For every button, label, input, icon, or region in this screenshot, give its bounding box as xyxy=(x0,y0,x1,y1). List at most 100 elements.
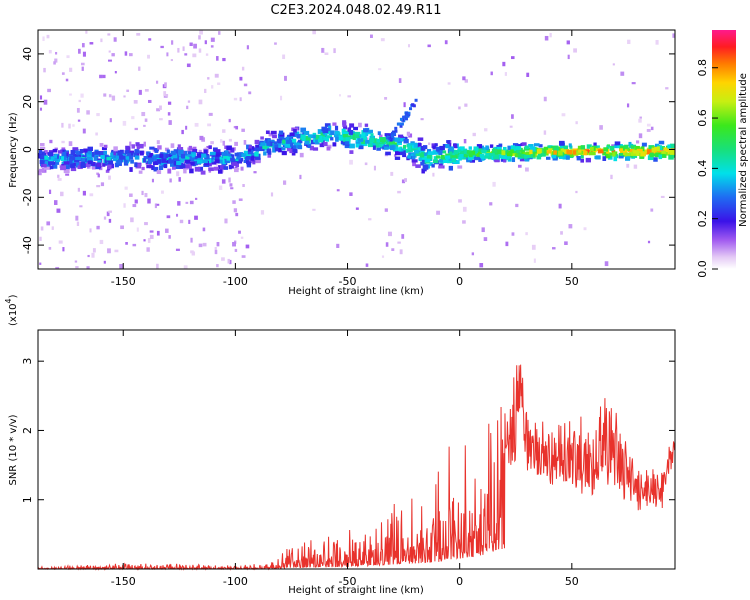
spectrogram-cell xyxy=(602,151,608,156)
spectrogram-cell xyxy=(660,152,665,157)
spectrogram-cell xyxy=(523,152,528,157)
spectrogram-cell xyxy=(635,151,640,156)
colorbar: 0.0 0.2 0.4 0.6 0.8 Normalized spectral ampl… xyxy=(696,30,749,278)
spectrogram-cell xyxy=(533,143,540,147)
spectrogram-cell xyxy=(457,149,462,153)
spectrogram-cell xyxy=(358,140,364,146)
spectrogram-cell xyxy=(186,63,191,68)
spectrogram-cell xyxy=(78,99,82,103)
spectrogram-cell xyxy=(153,166,159,172)
spectrogram-cell xyxy=(489,202,493,206)
spectrogram-cell xyxy=(389,145,395,151)
spectrogram-cell xyxy=(189,168,194,174)
spectrogram-cell xyxy=(528,144,534,148)
spectrogram-cell xyxy=(86,266,90,269)
spectrogram-cell xyxy=(270,130,277,135)
spectrogram-cell xyxy=(317,129,324,134)
spectrogram-cell xyxy=(104,154,109,158)
spectrogram-cell xyxy=(286,134,293,140)
spectrogram-cell xyxy=(612,152,616,157)
spectrogram-cell xyxy=(147,153,153,158)
spectrogram-cell xyxy=(138,66,141,71)
spectrogram-cell xyxy=(471,252,475,256)
spectrogram-cell xyxy=(458,199,462,203)
spectrogram-cell xyxy=(352,136,356,141)
spectrogram-cell xyxy=(470,150,476,155)
spectrogram-cell xyxy=(525,167,529,172)
spectrogram-cell xyxy=(176,161,182,166)
spectrogram-cell xyxy=(385,242,389,247)
spectrogram-cell xyxy=(342,133,349,138)
spectrogram-cell xyxy=(278,130,284,135)
spectrogram-cell xyxy=(236,156,241,160)
spectrogram-cell xyxy=(85,160,89,165)
spectrogram-cell xyxy=(60,165,67,171)
spectrogram-cell xyxy=(338,94,342,97)
spectrogram-cell xyxy=(517,155,522,160)
spectrogram-cell xyxy=(497,149,503,155)
spectrogram-cell xyxy=(381,141,386,147)
spectrogram-cell xyxy=(77,153,81,158)
spectrogram-cell xyxy=(384,146,389,150)
spectrogram-panel: -150 -100 -50 0 50 -40 -20 0 20 40 Height of str… xyxy=(8,29,676,297)
spectrogram-cell xyxy=(419,153,425,158)
spectrogram-cell xyxy=(204,88,207,94)
spectrogram-cell xyxy=(284,75,287,81)
spectrogram-cell xyxy=(394,142,399,147)
spectrogram-cell xyxy=(44,155,49,160)
spectrogram-cell xyxy=(69,93,72,96)
spectrogram-cell xyxy=(42,36,45,42)
spectrogram-cell xyxy=(61,72,65,75)
spectrogram-cell xyxy=(235,159,241,164)
spectrogram-cell xyxy=(87,166,90,169)
spectrogram-cell xyxy=(491,148,498,154)
spectrogram-cell xyxy=(147,238,151,243)
spectrogram-cell xyxy=(156,108,161,112)
spectrogram-cell xyxy=(51,226,54,230)
spectrogram-cell xyxy=(235,125,239,130)
spectrogram-cell xyxy=(303,130,310,136)
spectrogram-cell xyxy=(49,139,53,144)
spectrogram-cell xyxy=(623,144,629,149)
spectrogram-cell xyxy=(593,142,597,146)
spectrogram-cell xyxy=(585,157,591,163)
spectrogram-cell xyxy=(283,180,287,185)
spectrogram-cell xyxy=(190,161,195,166)
spectrogram-cell xyxy=(39,160,45,165)
spectrogram-cell xyxy=(481,227,485,233)
spectrogram-cell xyxy=(143,141,146,147)
spectrogram-cell xyxy=(281,150,287,156)
spectrogram-cell xyxy=(399,124,403,128)
spectrogram-cell xyxy=(349,143,355,149)
spectrogram-cell xyxy=(388,133,392,137)
spectrogram-cell xyxy=(411,159,418,163)
spectrogram-cell xyxy=(46,34,50,39)
spectrogram-cell xyxy=(399,249,403,255)
spectrogram-cell xyxy=(320,135,325,139)
spectrogram-cell xyxy=(85,163,91,168)
spectrogram-cell xyxy=(185,201,189,204)
spectrogram-cell xyxy=(489,144,494,148)
spectrogram-cell xyxy=(134,199,138,204)
spectrogram-cell xyxy=(559,143,564,149)
spectrogram-cell xyxy=(294,131,300,136)
spectrogram-cell xyxy=(401,234,405,239)
spectrogram-cell xyxy=(216,56,219,61)
spectrogram-cell xyxy=(448,146,454,152)
spectrogram-cell xyxy=(170,150,176,155)
spectrogram-cell xyxy=(391,135,395,139)
spectrogram-cell xyxy=(580,145,586,150)
spectrogram-cell xyxy=(134,149,139,154)
spectrogram-cell xyxy=(96,113,100,117)
spectrogram-cell xyxy=(435,155,441,159)
spectrogram-cell xyxy=(230,187,234,190)
spectrogram-cell xyxy=(278,147,282,153)
spectrogram-cell xyxy=(364,162,368,166)
spectrogram-cell xyxy=(394,146,399,151)
spectrogram-cell xyxy=(543,130,547,135)
spectrogram-cell xyxy=(103,93,107,97)
spectrogram-cell xyxy=(49,165,54,170)
spectrogram-cell xyxy=(234,248,238,252)
spectrogram-cell xyxy=(224,150,229,155)
spectrogram-cell xyxy=(202,242,207,247)
